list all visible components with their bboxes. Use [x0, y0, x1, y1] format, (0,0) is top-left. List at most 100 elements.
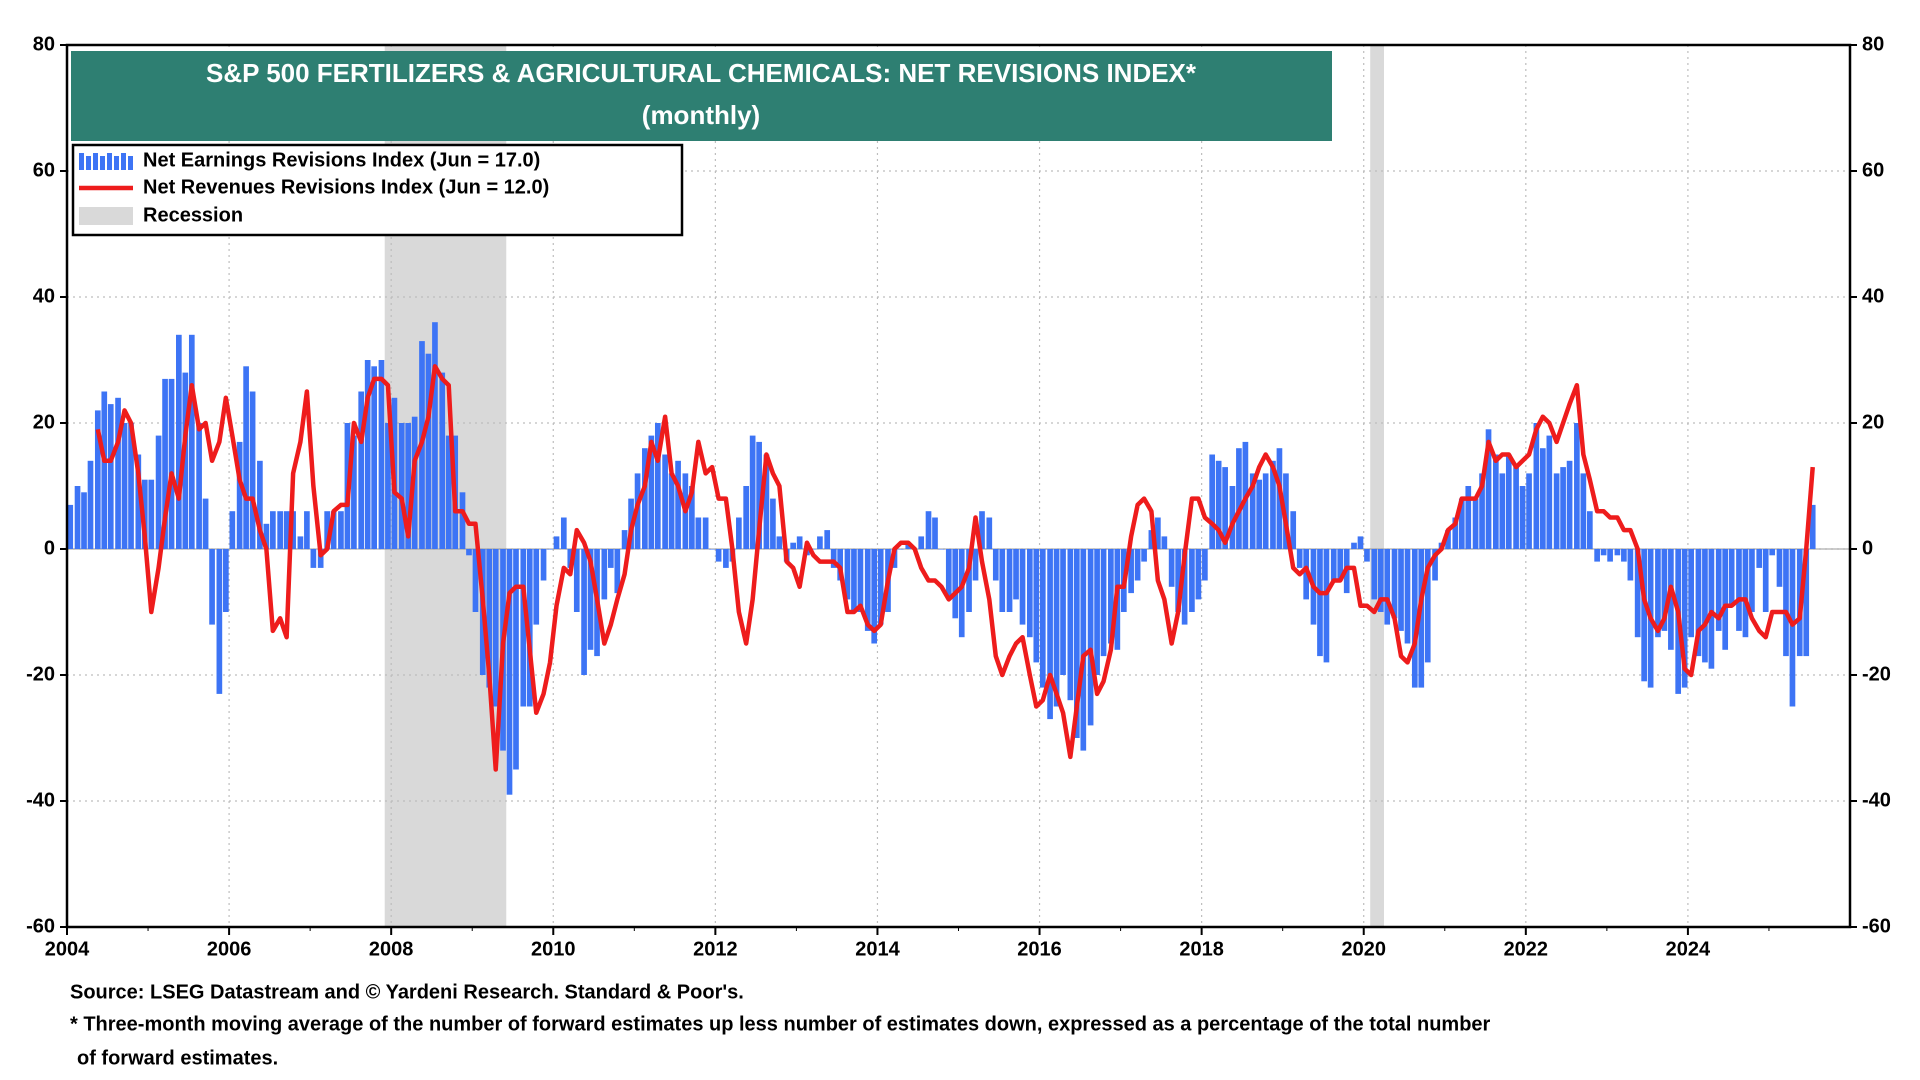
x-tick-label: 2018: [1179, 938, 1224, 960]
bar: [999, 549, 1006, 612]
bar: [176, 334, 182, 549]
y2-tick-label: 20: [1862, 411, 1884, 433]
bar: [1472, 498, 1479, 549]
bar: [1168, 549, 1175, 587]
bar: [1067, 549, 1074, 701]
chart-title: S&P 500 FERTILIZERS & AGRICULTURAL CHEMI…: [206, 58, 1197, 88]
bar: [966, 549, 972, 612]
bar: [790, 542, 797, 549]
plot-area: [67, 322, 1816, 795]
bar: [621, 530, 628, 549]
bar: [1809, 504, 1816, 549]
bar: [945, 549, 952, 600]
y2-tick-label: 0: [1862, 537, 1873, 559]
bar: [506, 549, 513, 795]
bar: [162, 378, 168, 549]
y-tick-label: 40: [33, 285, 55, 307]
bar: [1189, 549, 1195, 612]
bar: [614, 549, 621, 594]
bar: [1519, 486, 1526, 549]
x-tick-label: 2020: [1341, 938, 1386, 960]
bar: [1175, 549, 1181, 612]
bar: [1249, 473, 1256, 549]
legend-swatch: [79, 153, 84, 170]
bar: [236, 441, 243, 549]
bar: [135, 454, 142, 549]
bar: [1013, 549, 1019, 600]
bar: [188, 334, 195, 549]
bar: [115, 397, 121, 549]
y-tick-label: 20: [33, 411, 55, 433]
bar: [1060, 549, 1066, 675]
bar: [216, 549, 223, 694]
bar: [979, 511, 985, 549]
bar: [1053, 549, 1060, 707]
bar: [709, 549, 715, 550]
bar: [324, 511, 330, 549]
bar: [168, 378, 175, 549]
bar: [257, 460, 263, 549]
bar: [209, 549, 215, 625]
bar: [1587, 511, 1593, 549]
bar: [1627, 549, 1634, 581]
bar: [74, 486, 81, 549]
bar: [1546, 435, 1553, 549]
bar: [1526, 473, 1532, 549]
bar: [540, 549, 547, 581]
bar: [492, 549, 499, 707]
bar: [1371, 549, 1378, 600]
y-tick-label: 60: [33, 159, 55, 181]
legend-swatch: [107, 153, 112, 170]
bar: [1080, 549, 1087, 751]
bar: [702, 517, 709, 549]
bar: [952, 549, 959, 619]
bar: [67, 504, 74, 549]
bar: [472, 549, 479, 612]
bar: [1492, 454, 1499, 549]
bar: [871, 549, 878, 644]
bar: [94, 410, 101, 549]
bar: [277, 511, 283, 549]
footnote: * Three-month moving average of the numb…: [70, 1013, 1491, 1035]
bar: [715, 549, 722, 562]
bar: [1377, 549, 1384, 612]
bar: [1384, 549, 1391, 625]
bar: [1155, 517, 1161, 549]
bar: [864, 549, 871, 631]
bar: [385, 423, 391, 549]
bar: [857, 549, 864, 612]
bar: [958, 549, 965, 638]
bar: [1607, 549, 1613, 562]
y2-tick-label: 80: [1862, 33, 1884, 55]
x-tick-label: 2006: [207, 938, 252, 960]
legend-swatch: [86, 156, 91, 170]
legend-swatch: [93, 153, 98, 170]
footnote: of forward estimates.: [77, 1047, 278, 1069]
bar: [304, 511, 310, 549]
bar: [1715, 549, 1722, 631]
bar: [1424, 549, 1431, 663]
bar: [1026, 549, 1033, 638]
bar: [358, 391, 365, 549]
bar: [425, 353, 432, 549]
bar: [1296, 549, 1303, 568]
y-tick-label: -60: [26, 915, 55, 937]
bar: [1398, 549, 1404, 631]
y-tick-label: -40: [26, 789, 55, 811]
bar: [817, 536, 823, 549]
bar: [1695, 549, 1702, 657]
source: Source: LSEG Datastream and © Yardeni Re…: [70, 981, 744, 1003]
bar: [648, 435, 655, 549]
bar: [581, 549, 587, 675]
y-tick-label: 0: [44, 537, 55, 559]
bar: [1161, 536, 1168, 549]
bar: [986, 517, 993, 549]
bar: [1337, 549, 1344, 581]
bar: [378, 360, 385, 549]
bar: [1141, 549, 1147, 562]
bar: [1411, 549, 1418, 688]
bar: [743, 486, 749, 549]
bar: [1681, 549, 1688, 688]
bar: [770, 498, 776, 549]
